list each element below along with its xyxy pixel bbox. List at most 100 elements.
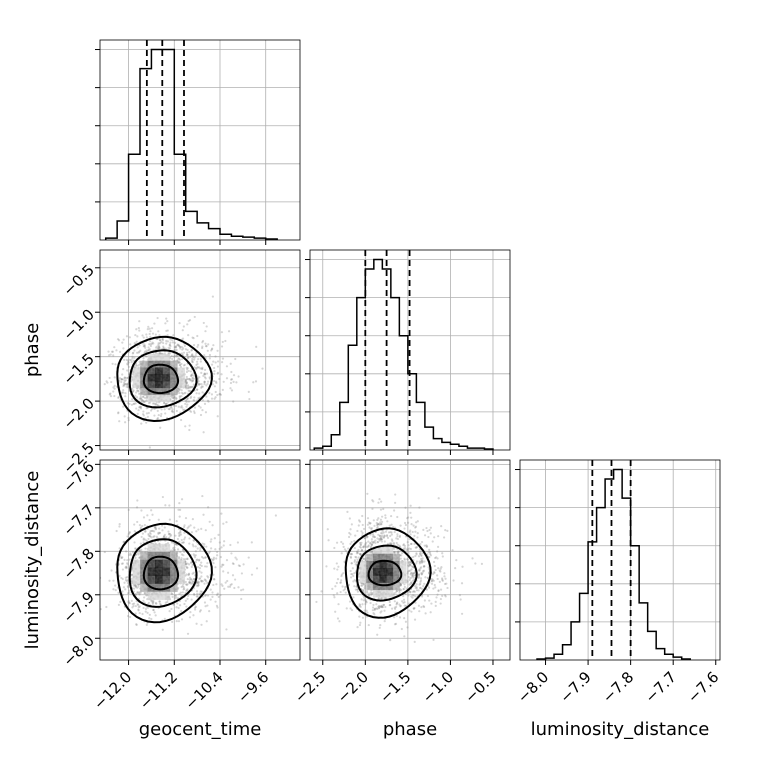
scatter-point [433, 571, 436, 575]
scatter-point [125, 567, 128, 570]
scatter-point [429, 611, 432, 614]
density-cell [379, 546, 387, 555]
scatter-point [160, 524, 164, 527]
scatter-point [358, 615, 361, 618]
scatter-point [390, 514, 393, 518]
scatter-point [220, 331, 224, 334]
scatter-point [363, 586, 366, 589]
scatter-point [134, 585, 137, 588]
scatter-point [183, 538, 186, 541]
scatter-point [216, 554, 219, 557]
scatter-point [189, 524, 192, 527]
x-tick-label: −12.0 [90, 668, 135, 713]
scatter-point [206, 604, 209, 607]
scatter-point [148, 613, 151, 616]
scatter-point [402, 594, 405, 598]
scatter-point [188, 409, 191, 412]
scatter-point [202, 557, 205, 560]
scatter-point [420, 573, 423, 576]
scatter-point [123, 384, 126, 387]
scatter-point [204, 556, 207, 559]
scatter-point [229, 362, 232, 365]
scatter-point [186, 594, 190, 597]
scatter-point [389, 534, 392, 538]
scatter-point [143, 343, 146, 346]
scatter-point [459, 598, 462, 601]
scatter-point [135, 584, 138, 587]
density-cell [366, 560, 374, 569]
scatter-point [176, 343, 180, 347]
scatter-point [124, 588, 127, 591]
scatter-point [363, 536, 366, 540]
scatter-point [203, 565, 207, 568]
scatter-point [136, 603, 139, 606]
scatter-point [139, 406, 142, 409]
scatter-point [142, 336, 145, 339]
scatter-point [339, 590, 342, 594]
density-cell [372, 568, 380, 576]
scatter-point [161, 628, 164, 631]
scatter-point [197, 383, 201, 386]
scatter-point [236, 541, 240, 544]
scatter-point [164, 504, 167, 507]
scatter-point [369, 521, 372, 525]
scatter-point [349, 528, 352, 531]
scatter-point [126, 559, 129, 562]
scatter-point [408, 563, 412, 566]
scatter-point [370, 538, 374, 541]
scatter-point [215, 593, 219, 596]
geocent_time-histogram [104, 48, 278, 240]
panel-frame [99, 249, 301, 451]
scatter-point [198, 567, 202, 570]
scatter-point [126, 614, 130, 618]
scatter-point [397, 551, 400, 554]
scatter-point [407, 565, 410, 568]
scatter-point [192, 410, 196, 413]
scatter-point [335, 581, 338, 585]
scatter-point [215, 381, 218, 384]
scatter-point [184, 399, 187, 402]
scatter-point [146, 514, 149, 517]
scatter-point [231, 574, 235, 577]
scatter-point [419, 554, 423, 557]
scatter-point [199, 609, 202, 612]
scatter-point [177, 344, 181, 347]
scatter-point [388, 542, 392, 545]
scatter-point [202, 374, 205, 377]
scatter-point [149, 532, 152, 536]
scatter-point [409, 504, 412, 507]
scatter-point [204, 594, 208, 597]
scatter-point [112, 390, 115, 393]
scatter-point [410, 523, 413, 526]
scatter-point [151, 601, 154, 604]
scatter-point [203, 373, 207, 376]
scatter-point [138, 591, 141, 594]
scatter-point [140, 398, 143, 401]
scatter-point [387, 531, 391, 534]
scatter-point [417, 573, 420, 577]
scatter-point [137, 609, 140, 612]
scatter-point [158, 339, 162, 342]
scatter-point [218, 392, 222, 396]
scatter-point [183, 550, 186, 554]
scatter-point [126, 562, 129, 565]
scatter-point [128, 402, 131, 406]
scatter-point [410, 565, 414, 568]
scatter-point [356, 625, 359, 629]
scatter-point [178, 391, 181, 395]
scatter-point [340, 552, 343, 555]
scatter-point [144, 396, 147, 400]
scatter-point [165, 317, 168, 320]
histogram-bin [442, 442, 451, 450]
scatter-point [201, 341, 204, 344]
scatter-point [161, 337, 164, 340]
scatter-point [403, 547, 407, 550]
scatter-point [217, 533, 220, 536]
scatter-point [200, 367, 203, 370]
scatter-point [186, 348, 189, 352]
scatter-point [137, 583, 140, 586]
density-cell [147, 591, 156, 600]
scatter-point [200, 386, 203, 389]
scatter-point [430, 580, 434, 583]
density-cell [155, 559, 163, 569]
